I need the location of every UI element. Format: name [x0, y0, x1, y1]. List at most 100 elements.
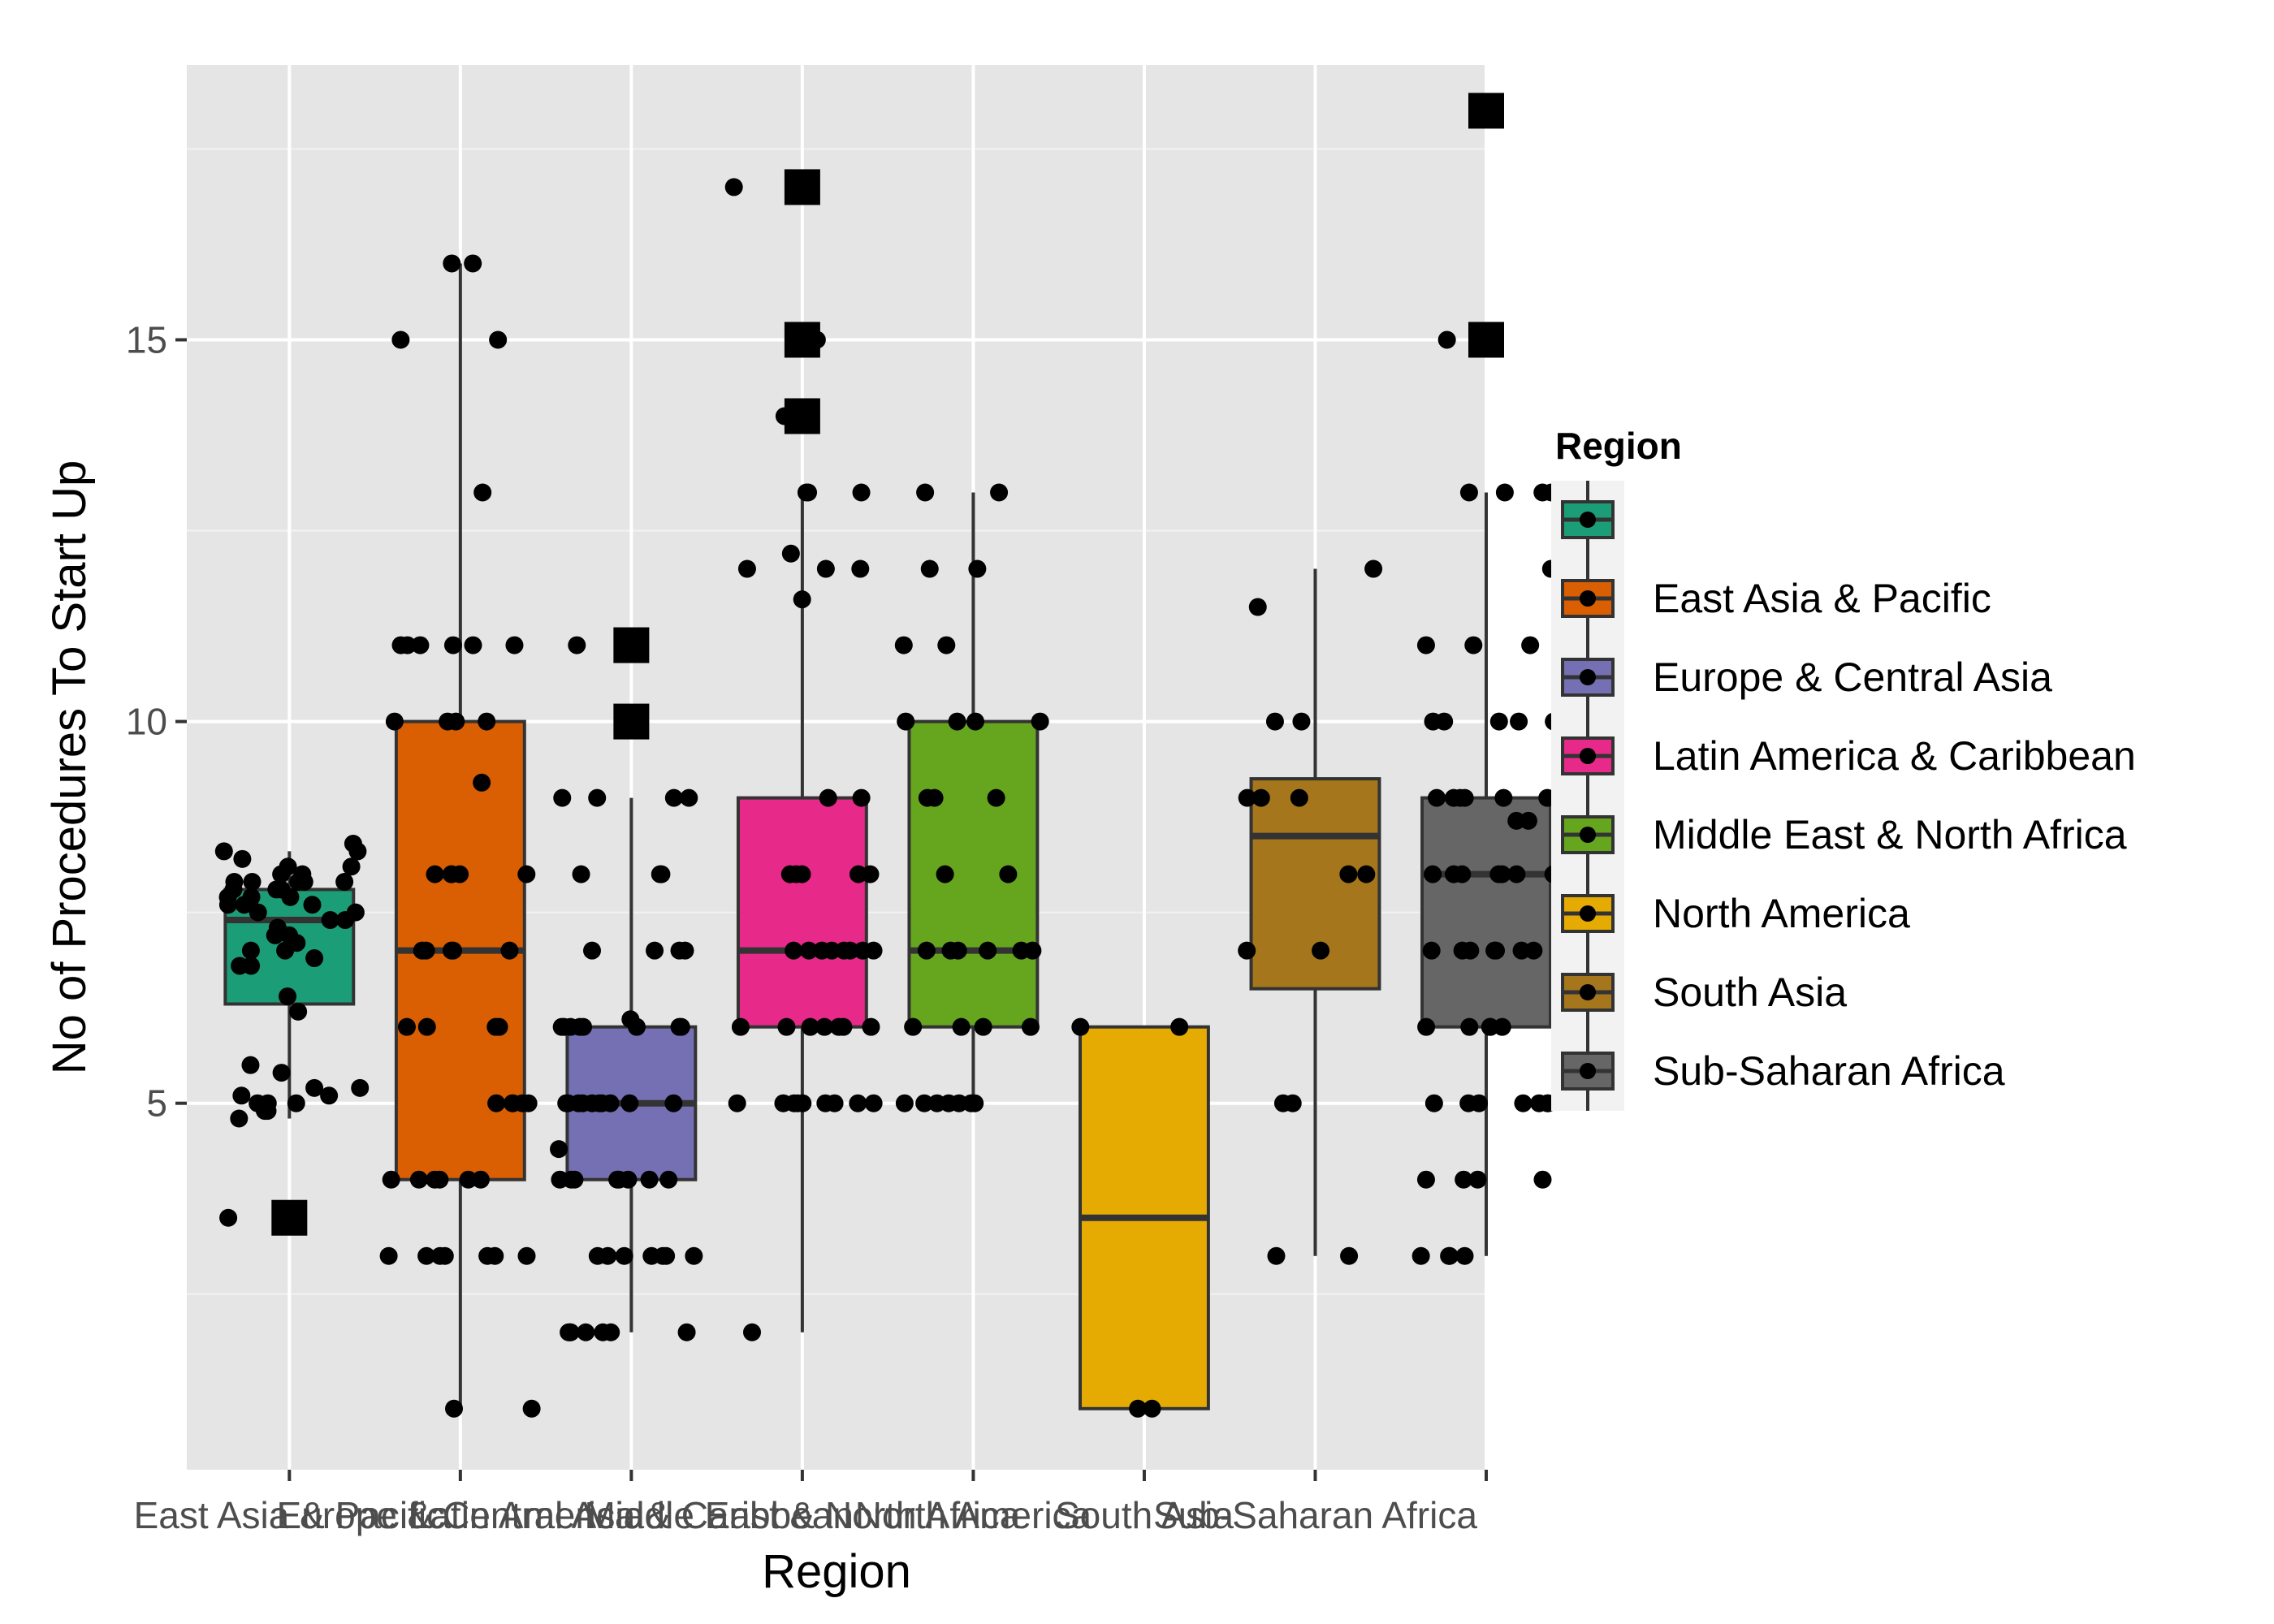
data-point [272, 865, 291, 883]
data-point [642, 1246, 661, 1265]
data-point [781, 544, 800, 563]
data-point [940, 1094, 958, 1112]
data-point [797, 483, 815, 502]
data-point [816, 559, 835, 578]
data-point [610, 1170, 629, 1189]
data-point [295, 873, 313, 892]
data-point [640, 1170, 659, 1189]
outlier-point [1468, 93, 1504, 129]
data-point [685, 1246, 703, 1265]
data-point [486, 1246, 504, 1265]
legend-entry: Latin America & Caribbean [1551, 717, 2136, 796]
outlier-point [271, 1199, 308, 1236]
data-point [568, 636, 586, 654]
data-point [664, 788, 683, 807]
legend-entry: South Asia [1551, 953, 1847, 1032]
data-point [1238, 941, 1256, 960]
data-point [1494, 788, 1513, 807]
data-point [552, 1017, 571, 1036]
legend-key-point [1580, 827, 1596, 843]
data-point [788, 1094, 806, 1112]
data-point [1489, 712, 1508, 731]
data-point [1440, 1246, 1459, 1265]
data-point [1265, 712, 1284, 731]
data-point [1450, 788, 1469, 807]
data-point [834, 1017, 853, 1036]
legend-label: South Asia [1653, 970, 1847, 1015]
data-point [489, 330, 508, 349]
data-point [1521, 636, 1540, 654]
data-point [342, 857, 361, 876]
data-point [1422, 941, 1441, 960]
data-point [1129, 1399, 1148, 1418]
data-point [588, 788, 607, 807]
legend-entry [1551, 481, 1624, 559]
data-point [430, 1246, 449, 1265]
data-point [966, 712, 985, 731]
data-point [1495, 483, 1514, 502]
data-point [816, 1094, 835, 1112]
data-point [272, 1064, 291, 1082]
data-point [1170, 1017, 1189, 1036]
data-point [793, 865, 811, 883]
data-point [793, 590, 811, 609]
data-point [1424, 865, 1442, 883]
y-axis-title: No of Procedures To Start Up [43, 460, 96, 1075]
legend-title: Region [1555, 425, 1682, 467]
data-point [815, 1017, 834, 1036]
outlier-point [784, 322, 820, 358]
data-point [1283, 1094, 1302, 1112]
data-point [852, 788, 871, 807]
data-point [1031, 712, 1049, 731]
x-axis-title: Region [762, 1545, 911, 1598]
data-point [426, 865, 444, 883]
data-point [1459, 483, 1478, 502]
legend-label: East Asia & Pacific [1653, 576, 1991, 621]
data-point [819, 788, 837, 807]
data-point [1339, 865, 1358, 883]
data-point [430, 1170, 449, 1189]
data-point [241, 941, 260, 960]
data-point [1514, 1094, 1533, 1112]
data-point [442, 941, 460, 960]
data-point [409, 1170, 428, 1189]
outlier-markers [271, 93, 1504, 1236]
outlier-point [1468, 322, 1504, 358]
data-point [1238, 788, 1256, 807]
x-tick-label: South Asia [1055, 1494, 1234, 1536]
data-point [974, 1017, 992, 1036]
data-point [852, 483, 871, 502]
x-tick-label: Sub-Saharan Africa [1153, 1494, 1477, 1536]
data-point [1417, 1017, 1436, 1036]
legend-key-point [1580, 1063, 1596, 1079]
data-point [785, 941, 803, 960]
data-point [266, 926, 284, 944]
data-point [305, 1078, 324, 1097]
data-point [550, 1140, 568, 1159]
x-tick-label: Europe & Central Asia [277, 1494, 645, 1536]
data-point [473, 773, 491, 792]
data-point [677, 1323, 696, 1341]
data-point [1507, 865, 1526, 883]
data-point [1424, 1094, 1443, 1112]
data-point [1470, 1094, 1489, 1112]
box-body [907, 719, 1040, 1029]
data-point [1455, 1246, 1474, 1265]
data-point [1510, 712, 1528, 731]
y-tick-label: 10 [126, 701, 167, 743]
data-point [336, 911, 355, 930]
data-point [443, 254, 461, 273]
data-point [242, 888, 261, 906]
x-tick-label: Middle East & North Africa [584, 1494, 1020, 1536]
data-point [459, 1170, 478, 1189]
x-tick-label: North America [855, 1494, 1092, 1536]
data-point [517, 865, 536, 883]
data-point [1437, 330, 1456, 349]
legend-entry: East Asia & Pacific [1551, 559, 1991, 638]
data-point [225, 873, 244, 892]
data-point [1416, 636, 1435, 654]
data-point [445, 1399, 464, 1418]
data-point [999, 865, 1018, 883]
data-point [464, 636, 482, 654]
data-point [272, 880, 291, 899]
